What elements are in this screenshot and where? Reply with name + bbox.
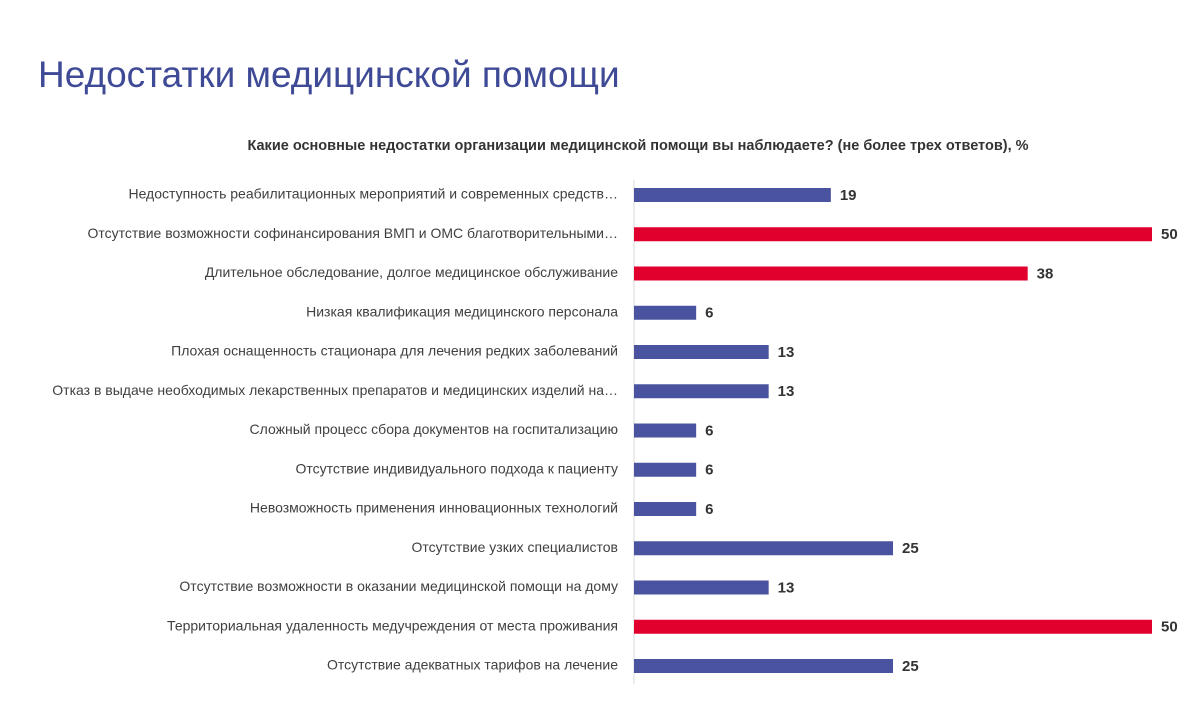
value-label: 6: [705, 462, 713, 479]
bar: [634, 305, 697, 320]
value-label: 6: [705, 501, 713, 518]
category-label: Отсутствие возможности в оказании медици…: [179, 578, 618, 594]
bar: [634, 580, 769, 595]
bar: [634, 384, 769, 399]
value-label: 38: [1037, 265, 1054, 282]
bar: [634, 345, 769, 359]
chart-title: Какие основные недостатки организации ме…: [247, 138, 1028, 154]
category-label: Низкая квалификация медицинского персона…: [306, 303, 618, 319]
value-label: 6: [705, 305, 713, 322]
value-label: 6: [705, 422, 713, 439]
bar: [634, 188, 831, 202]
value-label: 50: [1161, 619, 1178, 636]
bar: [634, 266, 1028, 281]
bar: [634, 541, 893, 556]
category-label: Отсутствие адекватных тарифов на лечение: [327, 657, 618, 673]
bar: [634, 462, 697, 477]
category-label: Отсутствие возможности софинансирования …: [87, 225, 618, 241]
category-label: Недоступность реабилитационных мероприят…: [128, 186, 618, 202]
category-label: Сложный процесс сбора документов на госп…: [250, 421, 618, 437]
category-label: Длительное обследование, долгое медицинс…: [205, 264, 618, 280]
value-label: 13: [778, 383, 795, 400]
category-label: Отсутствие индивидуального подхода к пац…: [296, 460, 619, 476]
value-label: 19: [840, 187, 857, 204]
value-label: 50: [1161, 226, 1178, 243]
category-label: Невозможность применения инновационных т…: [250, 500, 618, 516]
category-label: Территориальная удаленность медучреждени…: [167, 617, 618, 633]
category-label: Отсутствие узких специалистов: [412, 539, 618, 555]
bar: [634, 227, 1152, 242]
bar: [634, 659, 893, 673]
bar: [634, 423, 697, 438]
category-label: Плохая оснащенность стационара для лечен…: [171, 343, 618, 359]
bar: [634, 619, 1152, 634]
value-label: 25: [902, 540, 919, 557]
slide-title: Недостатки медицинской помощи: [38, 54, 620, 95]
value-label: 13: [778, 344, 795, 361]
value-label: 25: [902, 658, 919, 675]
value-label: 13: [778, 579, 795, 596]
category-label: Отказ в выдаче необходимых лекарственных…: [52, 382, 618, 398]
bar: [634, 502, 697, 516]
